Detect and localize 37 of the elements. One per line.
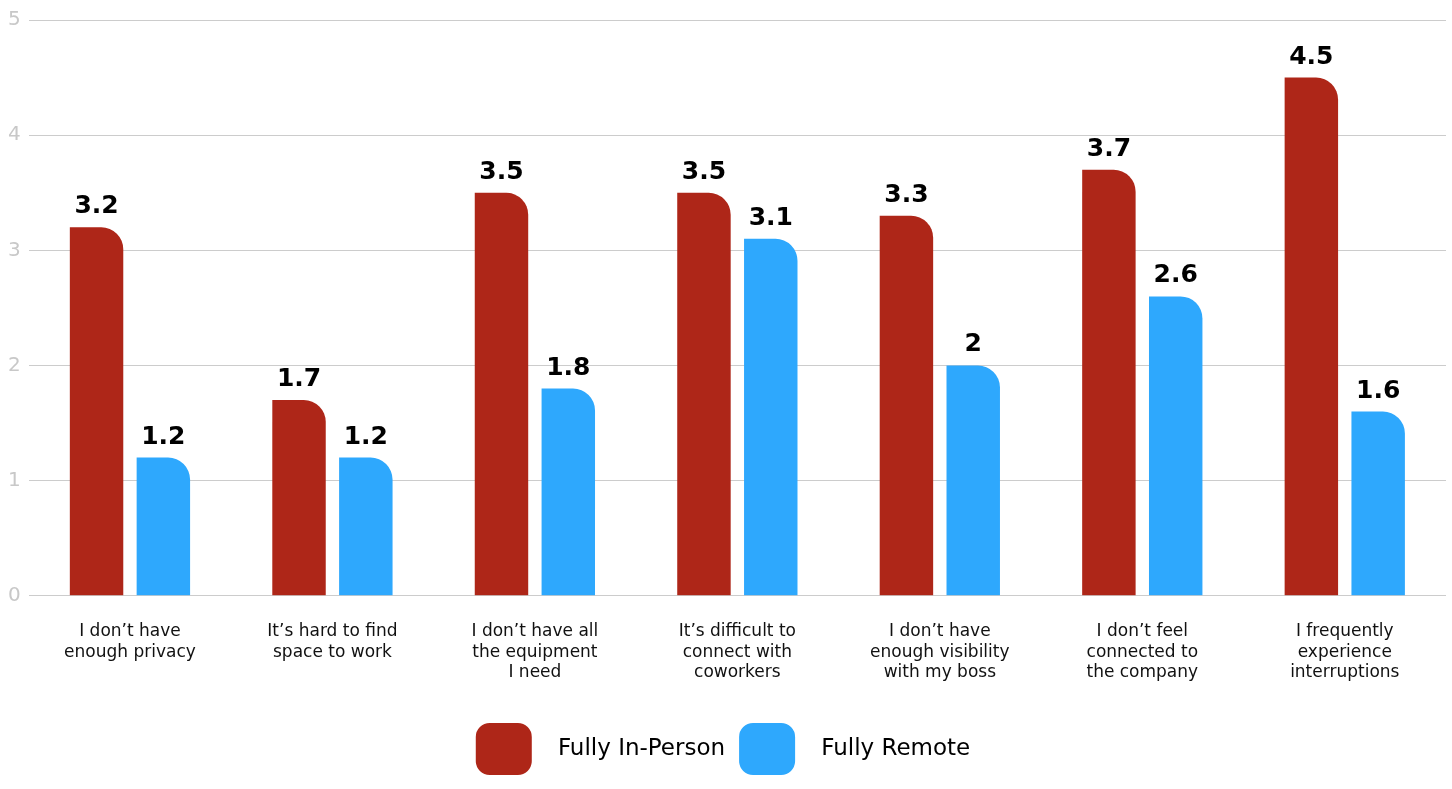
x-tick-label: I don’t feel connected to the company — [1086, 620, 1199, 682]
bar — [1351, 411, 1405, 596]
x-tick-label: I don’t have all the equipment I need — [471, 620, 599, 682]
legend-label: Fully In-Person — [543, 733, 726, 760]
x-tick-label: It’s difficult to connect with coworkers — [678, 620, 796, 682]
data-label: 1.8 — [546, 351, 591, 381]
data-label: 3.7 — [1086, 132, 1132, 162]
data-label: 3.3 — [884, 178, 929, 208]
bar — [879, 215, 934, 596]
data-label: 1.2 — [343, 420, 388, 450]
bar — [744, 238, 798, 596]
data-label: 3.2 — [74, 190, 119, 220]
x-tick-label: I don’t have enough privacy — [64, 620, 196, 661]
bar — [272, 400, 326, 596]
bar — [339, 457, 393, 596]
legend-label: Fully Remote — [806, 733, 971, 760]
data-label: 2 — [964, 328, 982, 358]
x-tick-label: It’s hard to find space to work — [267, 620, 398, 661]
bar — [474, 192, 529, 596]
data-label: 3.5 — [681, 155, 727, 185]
data-label: 4.5 — [1289, 40, 1334, 70]
bar — [136, 457, 191, 596]
data-label: 1.6 — [1356, 374, 1401, 404]
bar — [69, 227, 124, 596]
data-label: 2.6 — [1153, 259, 1198, 289]
bar — [1148, 296, 1203, 596]
bar — [946, 365, 1000, 596]
bar — [677, 192, 731, 596]
x-tick-label: I don’t have enough visibility with my boss — [870, 620, 1010, 682]
bar — [541, 388, 596, 596]
data-label: 3.5 — [479, 155, 524, 185]
data-label: 1.7 — [276, 363, 322, 393]
bar — [1284, 77, 1339, 596]
data-label: 3.1 — [748, 201, 793, 231]
data-label: 1.2 — [141, 420, 186, 450]
x-tick-label: I frequently experience interruptions — [1290, 620, 1400, 682]
bar — [1082, 169, 1136, 596]
